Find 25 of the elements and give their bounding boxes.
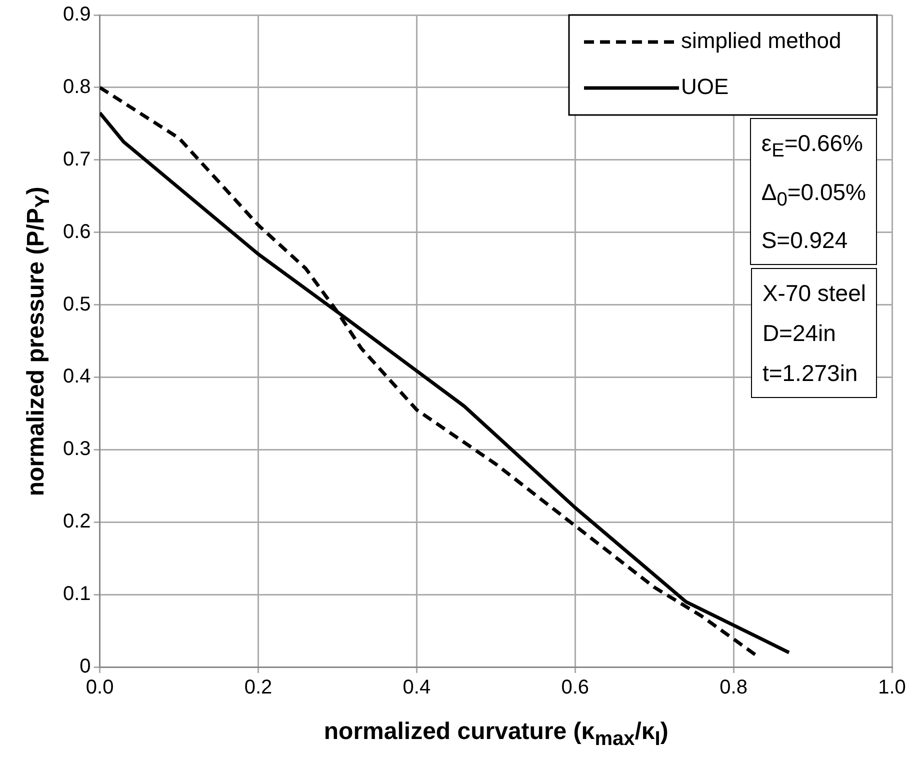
y-tick-label: 0 [80, 656, 91, 678]
annotation: ε$_{E}$=0.66% [761, 129, 864, 164]
x-tick-label: 0.0 [86, 676, 114, 699]
y-tick-label: 0.3 [62, 438, 91, 460]
annotation: X-70 steel [762, 279, 866, 308]
annotation: S=0.924 [761, 226, 849, 256]
x-tick-label: 0.2 [244, 676, 272, 699]
y-tick-label: 0.2 [62, 510, 91, 533]
x-tick-label: 0.8 [720, 676, 748, 699]
x-axis-title: normalized curvature (κ$_{max}$/κ$_{I}$) [324, 718, 668, 751]
x-tick-label: 1.0 [878, 676, 906, 699]
y-tick-label: 0.6 [62, 220, 91, 243]
y-tick-label: 0.8 [62, 76, 91, 98]
legend-label: simplied method [681, 28, 842, 54]
y-tick-label: 0.5 [62, 293, 91, 316]
annotation: t=1.273in [762, 359, 859, 388]
x-tick-label: 0.4 [402, 676, 431, 699]
y-tick-label: 0.1 [62, 583, 91, 606]
y-tick-label: 0.4 [62, 366, 91, 388]
y-tick-label: 0.9 [62, 4, 91, 26]
y-tick-label: 0.7 [62, 148, 91, 170]
annotation: Δ$_{0}$=0.05% [761, 178, 866, 212]
legend-label: UOE [681, 74, 729, 100]
annotation: D=24in [762, 319, 837, 348]
x-tick-label: 0.6 [561, 676, 590, 699]
